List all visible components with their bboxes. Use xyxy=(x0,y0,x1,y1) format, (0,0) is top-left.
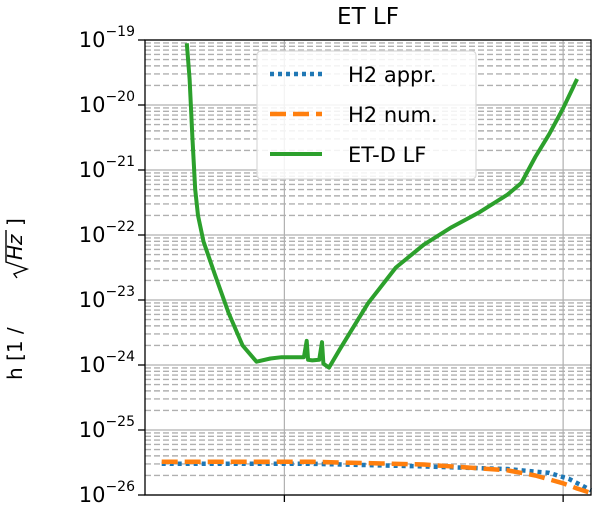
x-ticks xyxy=(283,495,564,502)
y-ticks: 10−26 10−25 10−24 10−23 10−22 10−21 10−20 10−19 xyxy=(79,24,145,507)
legend-label: ET-D LF xyxy=(348,143,426,167)
y-axis-label: h [1 / Hz] xyxy=(3,218,30,380)
y-axis-label-prefix: h [1 / xyxy=(3,327,27,380)
y-tick-label: 10−25 xyxy=(79,414,135,442)
y-axis-label-radicand: Hz xyxy=(3,234,27,260)
legend-label: H2 num. xyxy=(348,103,438,127)
y-tick-label: 10−22 xyxy=(79,219,135,247)
plot-frame xyxy=(144,39,592,496)
y-tick-label: 10−23 xyxy=(79,284,135,312)
legend-box xyxy=(256,50,477,180)
chart-title: ET LF xyxy=(337,4,399,30)
series-layer xyxy=(161,43,593,496)
y-tick-label: 10−21 xyxy=(79,154,135,182)
radical-sign xyxy=(5,230,30,279)
y-tick-label: 10−19 xyxy=(79,24,135,52)
series-line-et-d-lf xyxy=(184,43,579,370)
series-line-h2-appr xyxy=(161,461,593,493)
y-axis-label-suffix: ] xyxy=(3,218,27,226)
y-tick-label: 10−26 xyxy=(79,479,135,507)
series-line-h2-num xyxy=(161,459,592,496)
y-tick-label: 10−24 xyxy=(79,349,135,377)
y-tick-label: 10−20 xyxy=(79,89,135,117)
legend-label: H2 appr. xyxy=(348,63,437,87)
legend: H2 appr. H2 num. ET-D LF xyxy=(256,50,477,180)
